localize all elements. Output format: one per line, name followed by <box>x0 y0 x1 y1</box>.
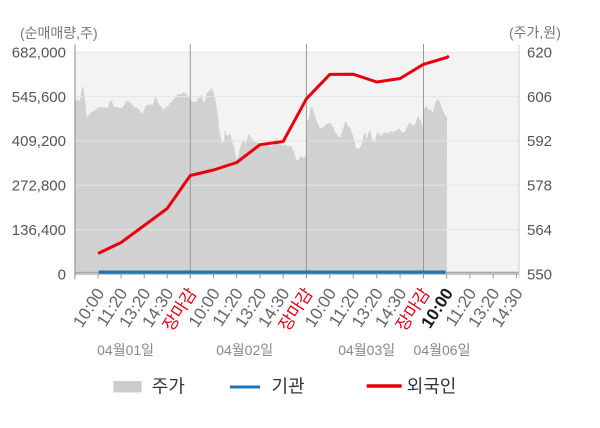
svg-text:409,200: 409,200 <box>12 133 66 150</box>
svg-text:136,400: 136,400 <box>12 222 66 239</box>
svg-text:545,600: 545,600 <box>12 89 66 106</box>
svg-text:606: 606 <box>527 89 552 106</box>
svg-text:682,000: 682,000 <box>12 45 66 62</box>
svg-text:04월02일: 04월02일 <box>216 342 273 358</box>
svg-text:592: 592 <box>527 133 552 150</box>
svg-text:0: 0 <box>58 266 66 283</box>
svg-text:578: 578 <box>527 178 552 195</box>
svg-text:04월06일: 04월06일 <box>414 342 471 358</box>
svg-text:04월03일: 04월03일 <box>338 342 395 358</box>
svg-text:620: 620 <box>527 45 552 62</box>
svg-text:외국인: 외국인 <box>407 376 457 396</box>
svg-text:550: 550 <box>527 266 552 283</box>
svg-text:04월01일: 04월01일 <box>97 342 154 358</box>
svg-text:(주가,원): (주가,원) <box>509 25 561 41</box>
svg-text:주가: 주가 <box>152 376 185 396</box>
svg-text:272,800: 272,800 <box>12 178 66 195</box>
svg-text:564: 564 <box>527 222 552 239</box>
svg-text:기관: 기관 <box>272 376 305 396</box>
svg-text:(순매매량,주): (순매매량,주) <box>20 25 98 41</box>
